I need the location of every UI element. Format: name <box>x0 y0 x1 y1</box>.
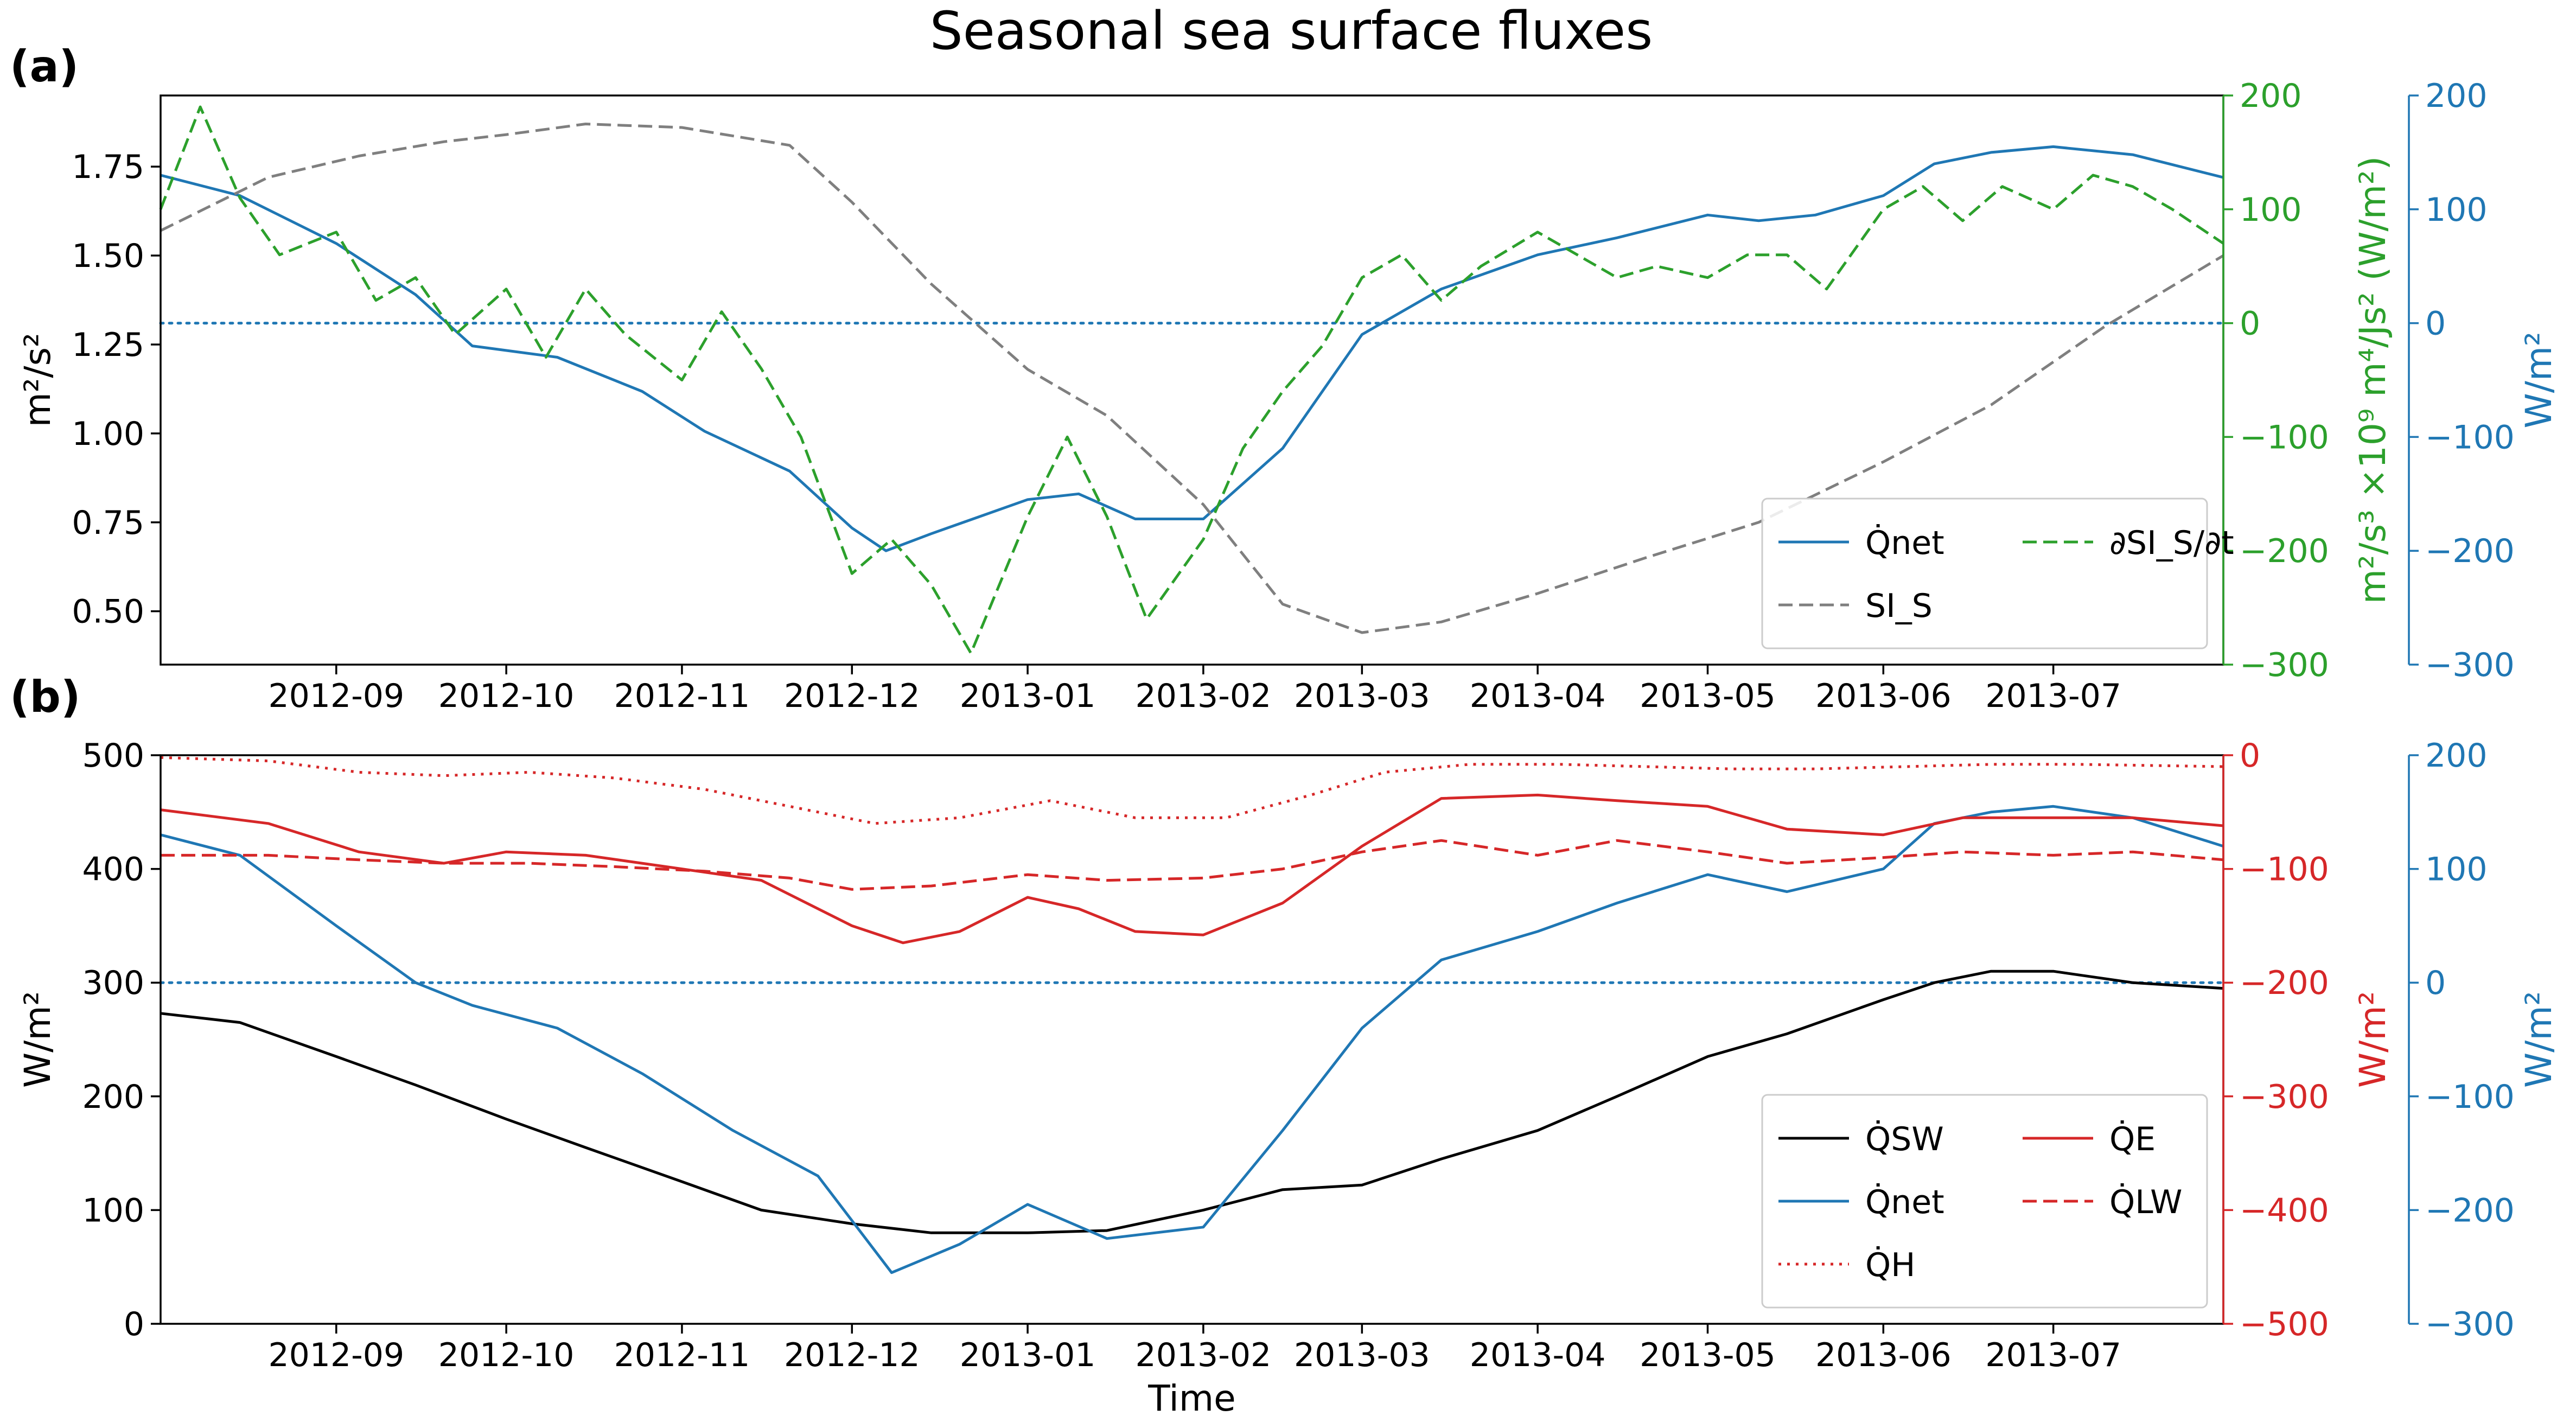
x-tick-label: 2012-09 <box>268 677 404 715</box>
left-y-tick-label: 300 <box>82 964 144 1002</box>
x-tick-label: 2012-12 <box>784 677 920 715</box>
legend-label-0: Q̇net <box>1865 524 1944 562</box>
right-axis-1-tick-label: −400 <box>2240 1191 2329 1229</box>
x-tick-label: 2012-10 <box>438 1336 575 1374</box>
right-axis-1-tick-label: 200 <box>2240 77 2302 115</box>
right-axis-2-tick-label: 0 <box>2425 964 2446 1002</box>
panel-a: 2012-09 2012-10 2012-11 2012-12 2013-01 2013-… <box>17 77 2560 715</box>
legend-label-3: Q̇LW <box>2109 1183 2182 1221</box>
right-axis-1-tick-label: −200 <box>2240 964 2329 1002</box>
x-tick-label: 2013-06 <box>1815 1336 1952 1374</box>
right-axis-2-tick-label: −300 <box>2425 646 2515 684</box>
right-axis-1-label: W/m² <box>2352 991 2394 1088</box>
right-axis-1-tick-label: 100 <box>2240 191 2302 229</box>
right-axis-1-tick-label: −300 <box>2240 646 2329 684</box>
right-axis-1-tick-label: −100 <box>2240 851 2329 889</box>
right-axis-2-tick-label: 100 <box>2425 851 2488 889</box>
x-tick-label: 2012-12 <box>784 1336 920 1374</box>
x-tick-label: 2013-04 <box>1470 1336 1606 1374</box>
right-axis-2-tick-label: −100 <box>2425 1078 2515 1116</box>
panel-letter-b: (b) <box>10 672 80 722</box>
left-y-tick-label: 1.00 <box>72 415 144 453</box>
left-y-tick-label: 500 <box>82 737 144 775</box>
x-tick-label: 2013-06 <box>1815 677 1952 715</box>
right-axis-2-tick-label: −100 <box>2425 418 2515 456</box>
legend-label-0: Q̇SW <box>1865 1120 1944 1158</box>
left-y-tick-label: 0 <box>124 1305 144 1343</box>
right-axis-2-tick-label: 100 <box>2425 191 2488 229</box>
left-y-tick-label: 400 <box>82 851 144 889</box>
left-y-tick-label: 100 <box>82 1191 144 1229</box>
right-axis-1-tick-label: 0 <box>2240 737 2260 775</box>
x-tick-label: 2012-09 <box>268 1336 404 1374</box>
right-axis-2-label: W/m² <box>2518 331 2560 428</box>
right-axis-2-tick-label: 0 <box>2425 305 2446 343</box>
series-line-0 <box>160 145 2224 552</box>
left-y-tick-label: 1.25 <box>72 326 144 364</box>
legend-label-1: Q̇E <box>2109 1120 2156 1158</box>
right-axis-2-tick-label: 200 <box>2425 737 2488 775</box>
x-tick-label: 2013-02 <box>1136 1336 1272 1374</box>
legend-box <box>1761 1094 2208 1309</box>
right-axis-2-tick-label: −200 <box>2425 1191 2515 1229</box>
right-axis-1-tick-label: −300 <box>2240 1078 2329 1116</box>
left-y-axis-label: m²/s² <box>17 333 59 428</box>
series-line-2 <box>160 793 2224 945</box>
legend-label-2: Q̇net <box>1865 1183 1944 1221</box>
figure-title: Seasonal sea surface fluxes <box>930 1 1653 61</box>
x-tick-label: 2013-01 <box>960 1336 1096 1374</box>
right-axis-2-tick-label: 200 <box>2425 77 2488 115</box>
x-tick-label: 2013-05 <box>1640 1336 1776 1374</box>
x-tick-label: 2012-10 <box>438 677 575 715</box>
x-tick-label: 2013-04 <box>1470 677 1606 715</box>
panel-letter-a: (a) <box>10 41 79 92</box>
left-y-tick-label: 200 <box>82 1078 144 1116</box>
series-line-3 <box>161 839 2224 891</box>
legend-label-4: Q̇H <box>1865 1246 1915 1284</box>
panel-b: 2012-09 2012-10 2012-11 2012-12 2013-01 2013-… <box>17 737 2560 1374</box>
legend-box <box>1761 498 2208 649</box>
right-axis-1-tick-label: −500 <box>2240 1305 2329 1343</box>
right-axis-1-tick-label: −100 <box>2240 418 2329 456</box>
x-tick-label: 2012-11 <box>614 677 750 715</box>
left-y-axis-label: W/m² <box>17 991 59 1088</box>
right-axis-2-tick-label: −300 <box>2425 1305 2515 1343</box>
right-axis-1-tick-label: −200 <box>2240 532 2329 570</box>
right-axis-2-label: W/m² <box>2518 991 2560 1088</box>
right-axis-2-tick-label: −200 <box>2425 532 2515 570</box>
legend-label-1: ∂SI_S/∂t <box>2109 524 2234 562</box>
x-tick-label: 2013-05 <box>1640 677 1776 715</box>
x-tick-label: 2013-01 <box>960 677 1096 715</box>
x-tick-label: 2013-02 <box>1136 677 1272 715</box>
left-y-tick-label: 0.75 <box>72 504 144 542</box>
left-y-tick-label: 0.50 <box>72 593 144 631</box>
right-axis-1-tick-label: 0 <box>2240 305 2260 343</box>
x-tick-label: 2012-11 <box>614 1336 750 1374</box>
x-tick-label: 2013-07 <box>1985 1336 2121 1374</box>
right-axis-1-label: m²/s³ ×10⁹ m⁴/Js² (W/m²) <box>2352 156 2394 604</box>
x-tick-label: 2013-03 <box>1294 1336 1430 1374</box>
legend-label-2: SI_S <box>1865 587 1933 625</box>
series-line-0 <box>160 970 2224 1234</box>
left-y-tick-label: 1.75 <box>72 148 144 186</box>
x-tick-label: 2013-07 <box>1985 677 2121 715</box>
x-tick-label: 2013-03 <box>1294 677 1430 715</box>
series-line-4 <box>160 756 2224 825</box>
left-y-tick-label: 1.50 <box>72 237 144 275</box>
series-line-2 <box>159 105 2224 655</box>
x-axis-label: Time <box>1147 1378 1236 1419</box>
series-line-1 <box>160 805 2224 1274</box>
